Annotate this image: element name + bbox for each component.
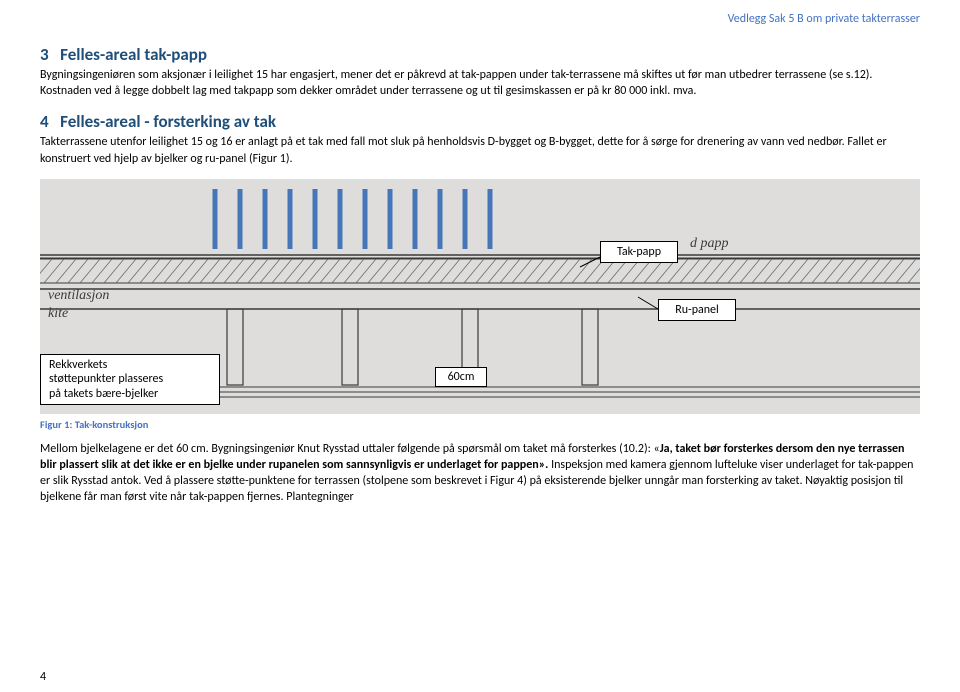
svg-text:kite: kite bbox=[48, 306, 68, 321]
section-3-title: Felles-areal tak-papp bbox=[60, 44, 207, 65]
section-4-title: Felles-areal - forsterking av tak bbox=[60, 111, 276, 132]
svg-text:d papp: d papp bbox=[690, 236, 729, 251]
section-4-heading: 4 Felles-areal - forsterking av tak bbox=[40, 111, 920, 132]
svg-text:ventilasjon: ventilasjon bbox=[48, 288, 109, 303]
document-page: Vedlegg Sak 5 B om private takterrasser … bbox=[0, 0, 960, 692]
callout-rekkverk: Rekkverkets støttepunkter plasseres på t… bbox=[40, 354, 220, 405]
header-attachment-label: Vedlegg Sak 5 B om private takterrasser bbox=[40, 12, 920, 26]
callout-rekkverk-l1: Rekkverkets bbox=[49, 358, 107, 372]
para-t1: Mellom bjelkelagene er det 60 cm. Bygnin… bbox=[40, 442, 660, 456]
callout-rekkverk-l3: på takets bære-bjelker bbox=[49, 387, 158, 401]
page-number: 4 bbox=[40, 670, 46, 684]
section-3-num: 3 bbox=[40, 44, 49, 65]
figure-1-caption: Figur 1: Tak-konstruksjon bbox=[40, 418, 920, 431]
section-3-body: Bygningsingeniøren som aksjonær i leilig… bbox=[40, 67, 920, 99]
section-4-body: Takterrassene utenfor leilighet 15 og 16… bbox=[40, 134, 920, 166]
callout-ru-panel: Ru-panel bbox=[658, 299, 736, 321]
section-3-heading: 3 Felles-areal tak-papp bbox=[40, 44, 920, 65]
figure-1-container: ventilasjonkited papp Tak-papp Ru-panel … bbox=[40, 179, 920, 414]
paragraph-after-figure: Mellom bjelkelagene er det 60 cm. Bygnin… bbox=[40, 441, 920, 506]
section-4-num: 4 bbox=[40, 111, 49, 132]
callout-tak-papp: Tak-papp bbox=[600, 241, 678, 263]
callout-60cm: 60cm bbox=[435, 367, 487, 387]
callout-rekkverk-l2: støttepunkter plasseres bbox=[49, 372, 163, 386]
